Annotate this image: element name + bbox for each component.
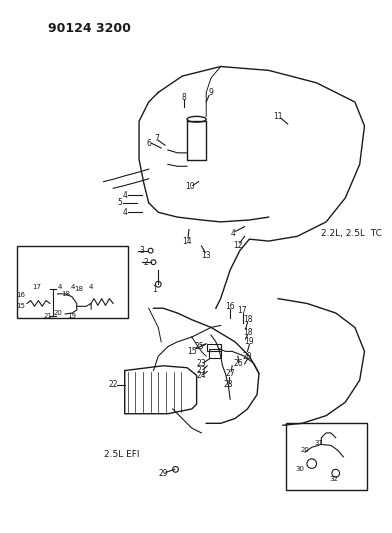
Text: 1: 1	[152, 285, 157, 294]
Text: 18: 18	[243, 328, 252, 337]
Text: 20: 20	[53, 310, 62, 316]
Text: 8: 8	[182, 93, 187, 102]
Text: 27: 27	[225, 369, 235, 378]
Text: 7: 7	[154, 134, 159, 143]
Text: 2: 2	[143, 257, 148, 266]
Text: 2.5L EFI: 2.5L EFI	[103, 449, 139, 458]
Text: 6: 6	[146, 139, 151, 148]
Text: 30: 30	[296, 466, 305, 472]
Text: 10: 10	[185, 182, 195, 191]
Text: 11: 11	[273, 112, 283, 121]
Text: 17: 17	[32, 284, 41, 290]
Text: 9: 9	[209, 88, 214, 97]
Text: 25: 25	[195, 342, 204, 351]
Text: 4: 4	[122, 208, 127, 217]
Text: 16: 16	[225, 302, 235, 311]
Text: 23: 23	[197, 366, 206, 375]
Text: 21: 21	[44, 313, 53, 319]
Text: 18: 18	[74, 286, 83, 292]
Text: 20: 20	[243, 352, 252, 361]
Text: 14: 14	[182, 237, 192, 246]
Bar	[209, 349, 221, 358]
Text: 24: 24	[197, 371, 206, 380]
Text: 31: 31	[314, 440, 323, 446]
Text: 2.2L, 2.5L  TC: 2.2L, 2.5L TC	[321, 229, 382, 238]
Bar	[17, 246, 127, 318]
Text: 28: 28	[223, 381, 233, 390]
Text: 90124 3200: 90124 3200	[48, 22, 131, 35]
Text: 4: 4	[71, 284, 75, 290]
Text: 3: 3	[140, 246, 144, 255]
Text: 18: 18	[243, 315, 252, 324]
Text: 19: 19	[67, 313, 76, 319]
Text: 26: 26	[233, 359, 243, 368]
Text: 23: 23	[197, 359, 206, 368]
Text: 19: 19	[245, 337, 254, 346]
Text: 16: 16	[16, 292, 25, 298]
Text: 4: 4	[57, 284, 62, 290]
Bar	[207, 344, 221, 351]
Text: 22: 22	[109, 381, 118, 390]
Text: 17: 17	[237, 305, 247, 314]
Text: 29: 29	[158, 469, 168, 478]
Text: 4: 4	[122, 190, 127, 199]
Text: 15: 15	[187, 347, 197, 356]
Text: 4: 4	[89, 284, 93, 290]
Bar	[286, 423, 367, 490]
Text: 20: 20	[301, 447, 309, 453]
Text: 15: 15	[17, 303, 25, 309]
Text: 12: 12	[233, 241, 243, 251]
Text: 32: 32	[329, 476, 338, 482]
Text: 4: 4	[230, 229, 236, 238]
Text: 13: 13	[201, 251, 211, 260]
Text: 5: 5	[118, 198, 122, 207]
Text: 18: 18	[61, 291, 70, 297]
